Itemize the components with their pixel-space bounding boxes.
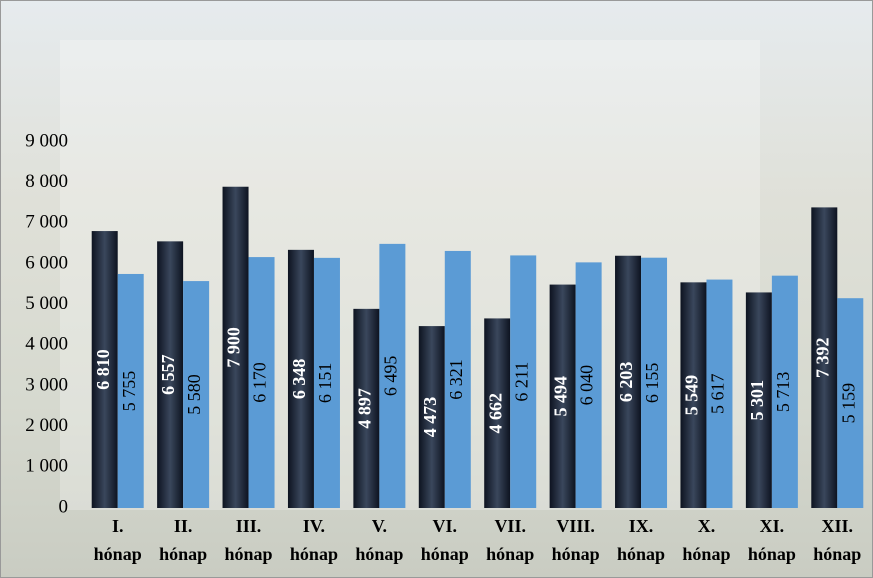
value-label: 5 494 — [551, 376, 571, 417]
bar-group: 5 494 — [549, 284, 576, 508]
value-label: 6 211 — [511, 362, 531, 402]
value-label: 6 170 — [250, 362, 270, 403]
bar-group: 6 211 — [510, 255, 537, 508]
y-tick-label: 4 000 — [25, 334, 68, 355]
bar — [248, 257, 275, 508]
y-tick-label: 7 000 — [25, 212, 68, 233]
bar-group: 5 580 — [183, 281, 210, 508]
bar-group: 5 617 — [706, 279, 733, 508]
value-label: 5 549 — [682, 375, 702, 416]
x-tick-label: VIII. hónap — [551, 516, 600, 564]
value-label: 5 617 — [708, 374, 728, 415]
bar-group: 5 549 — [680, 282, 707, 508]
bar-group: 6 348 — [287, 249, 314, 508]
bar — [444, 250, 471, 509]
value-label: 5 301 — [747, 380, 767, 421]
value-label: 6 321 — [446, 359, 466, 400]
bar-group: 4 662 — [484, 318, 511, 508]
value-label: 6 040 — [577, 365, 597, 406]
y-tick-label: 1 000 — [25, 456, 68, 477]
bar-group: 6 203 — [615, 255, 642, 508]
bar — [91, 231, 118, 508]
bar-group: 5 713 — [771, 275, 798, 508]
bar — [183, 281, 210, 508]
bar — [117, 273, 144, 508]
bar — [353, 308, 380, 508]
value-label: 5 713 — [773, 372, 793, 413]
bar — [771, 275, 798, 508]
y-tick-label: 5 000 — [25, 293, 68, 314]
x-tick-label: I. hónap — [93, 516, 142, 564]
value-label: 6 348 — [289, 359, 309, 400]
bar — [222, 186, 249, 508]
value-label: 6 810 — [93, 349, 113, 390]
value-label: 6 155 — [642, 363, 662, 404]
x-tick-label: II. hónap — [159, 516, 208, 564]
x-tick-label: III. hónap — [224, 516, 273, 564]
x-tick-label: VII. hónap — [486, 516, 535, 564]
x-tick-label: X. hónap — [682, 516, 731, 564]
bar-group: 6 810 — [91, 231, 118, 508]
x-tick-label: V. hónap — [355, 516, 404, 564]
bar — [745, 292, 772, 508]
bar-group: 5 301 — [745, 292, 772, 508]
bar — [837, 298, 864, 508]
value-label: 5 159 — [838, 383, 858, 424]
x-tick-label: XII. hónap — [813, 516, 862, 564]
bar — [379, 243, 406, 508]
x-tick-label: IX. hónap — [617, 516, 666, 564]
y-tick-label: 6 000 — [25, 252, 68, 273]
bar — [287, 249, 314, 508]
y-tick-label: 9 000 — [25, 130, 68, 151]
bar-group: 5 159 — [837, 298, 864, 508]
value-label: 6 151 — [315, 363, 335, 404]
y-tick-label: 3 000 — [25, 374, 68, 395]
bar — [615, 255, 642, 508]
bar — [706, 279, 733, 508]
bar-group: 6 040 — [575, 262, 602, 508]
bar — [811, 207, 838, 508]
bar-group: 7 900 — [222, 186, 249, 508]
y-tick-label: 8 000 — [25, 171, 68, 192]
bar — [510, 255, 537, 508]
bar — [484, 318, 511, 508]
value-label: 7 900 — [224, 327, 244, 368]
value-label: 4 662 — [485, 393, 505, 434]
bar — [313, 257, 340, 508]
x-tick-label: XI. hónap — [747, 516, 796, 564]
bar-group: 6 495 — [379, 243, 406, 508]
bar — [157, 241, 184, 508]
bar-group: 6 557 — [157, 241, 184, 508]
value-label: 5 580 — [184, 374, 204, 415]
bar-group: 6 155 — [641, 257, 668, 508]
bar-group: 6 321 — [444, 250, 471, 509]
value-label: 4 473 — [420, 397, 440, 438]
bar — [575, 262, 602, 508]
bar-group: 4 897 — [353, 308, 380, 508]
bar — [641, 257, 668, 508]
bar-group: 7 392 — [811, 207, 838, 508]
bar-group: 5 755 — [117, 273, 144, 508]
x-tick-label: IV. hónap — [289, 516, 338, 564]
value-label: 6 203 — [616, 362, 636, 403]
y-tick-label: 2 000 — [25, 415, 68, 436]
value-label: 4 897 — [355, 388, 375, 429]
value-label: 5 755 — [119, 371, 139, 412]
bar — [549, 284, 576, 508]
bar-group: 6 151 — [313, 257, 340, 508]
value-label: 6 557 — [158, 354, 178, 395]
value-label: 6 495 — [381, 356, 401, 397]
bar-group: 6 170 — [248, 257, 275, 508]
bar — [680, 282, 707, 508]
y-tick-label: 0 — [59, 496, 69, 517]
value-label: 7 392 — [812, 337, 832, 378]
bar — [418, 326, 445, 508]
x-tick-label: VI. hónap — [420, 516, 469, 564]
bar-group: 4 473 — [418, 326, 445, 508]
